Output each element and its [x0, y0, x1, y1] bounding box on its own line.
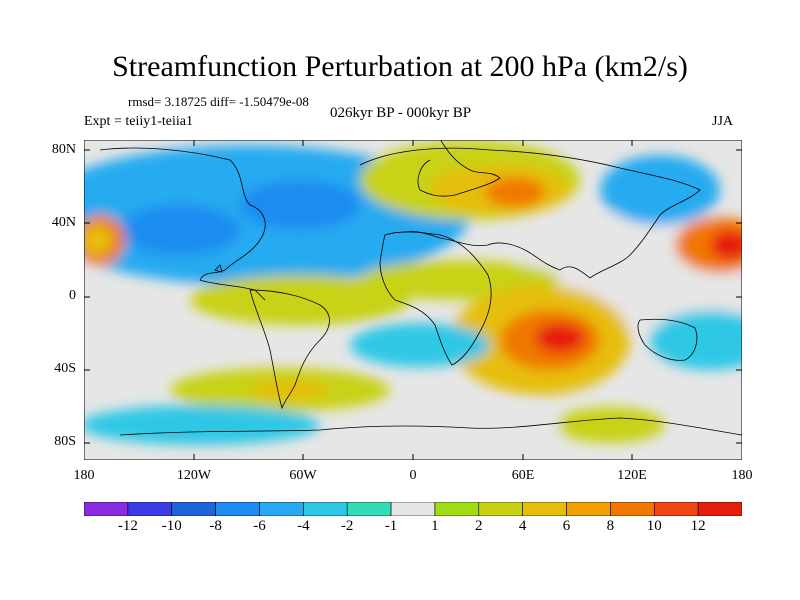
colorbar-box-12 [610, 502, 655, 516]
colorbar-label: 8 [606, 518, 615, 534]
contour-region-8 [485, 177, 545, 207]
experiment-label: Expt = teiiy1-teiia1 [84, 114, 193, 129]
lon-tick-0: 0 [409, 468, 417, 483]
contour-region-5 [84, 225, 112, 255]
lat-tick-40s: 40S [54, 361, 76, 376]
colorbar-box-1 [127, 502, 173, 516]
colorbar-label: 10 [646, 518, 662, 534]
contour-region-11 [710, 230, 742, 260]
colorbar-label: 2 [475, 518, 483, 534]
lat-tick-0: 0 [69, 288, 76, 303]
colorbar [84, 502, 742, 516]
colorbar-label: 1 [431, 518, 439, 534]
contour-region-3 [240, 180, 360, 230]
contour-region-17 [350, 323, 490, 367]
colorbar-box-13 [653, 502, 699, 516]
colorbar-label: -6 [253, 518, 266, 534]
lon-tick-180e: 180 [731, 468, 753, 483]
contour-region-20 [250, 380, 330, 400]
contour-region-9 [600, 155, 720, 225]
coastlines [99, 140, 742, 436]
contour-region-2 [120, 205, 240, 255]
colorbar-label: 4 [518, 518, 527, 534]
contour-region-12 [190, 275, 410, 325]
colorbar-box-9 [478, 502, 523, 516]
colorbar-box-5 [303, 502, 348, 516]
tick-marks [84, 140, 742, 460]
contour-region-22 [84, 405, 320, 445]
chart-title: Streamfunction Perturbation at 200 hPa (… [112, 50, 688, 83]
colorbar-label: -2 [340, 518, 354, 534]
colorbar-box-8 [434, 502, 480, 516]
colorbar-label: 12 [690, 518, 706, 534]
lat-tick-40n: 40N [51, 215, 76, 230]
lon-tick-60e: 60E [511, 468, 535, 483]
colorbar-label: -1 [384, 518, 398, 534]
lon-tick-120w: 120W [176, 468, 212, 483]
colorbar-box-7 [390, 502, 436, 516]
colorbar-box-4 [259, 502, 304, 516]
colorbar-box-11 [566, 502, 611, 516]
season-label: JJA [712, 114, 734, 129]
contour-region-23 [400, 407, 560, 443]
stats-line: rmsd= 3.18725 diff= -1.50479e-08 [128, 94, 309, 109]
contour-region-16 [535, 323, 585, 353]
colorbar-box-2 [171, 502, 216, 516]
colorbar-box-10 [522, 502, 567, 516]
colorbar-box-6 [346, 502, 392, 516]
lat-tick-80n: 80N [51, 142, 76, 157]
lon-tick-180w: 180 [73, 468, 95, 483]
colorbar-box-14 [697, 502, 742, 516]
colorbar-box-0 [84, 502, 129, 516]
period-label: 026kyr BP - 000kyr BP [330, 105, 472, 121]
contour-region-21 [555, 407, 665, 443]
map-panel [84, 140, 742, 460]
colorbar-label: -12 [117, 518, 138, 534]
contour-region-18 [650, 310, 742, 370]
colorbar-label: -8 [209, 518, 222, 534]
lon-tick-120e: 120E [617, 468, 647, 483]
colorbar-label: -4 [297, 518, 310, 534]
lat-tick-80s: 80S [54, 434, 76, 449]
colorbar-box-3 [215, 502, 260, 516]
colorbar-label: 6 [562, 518, 571, 534]
colorbar-label: -10 [161, 518, 182, 534]
lon-tick-60w: 60W [289, 468, 317, 483]
map-svg [84, 140, 742, 460]
